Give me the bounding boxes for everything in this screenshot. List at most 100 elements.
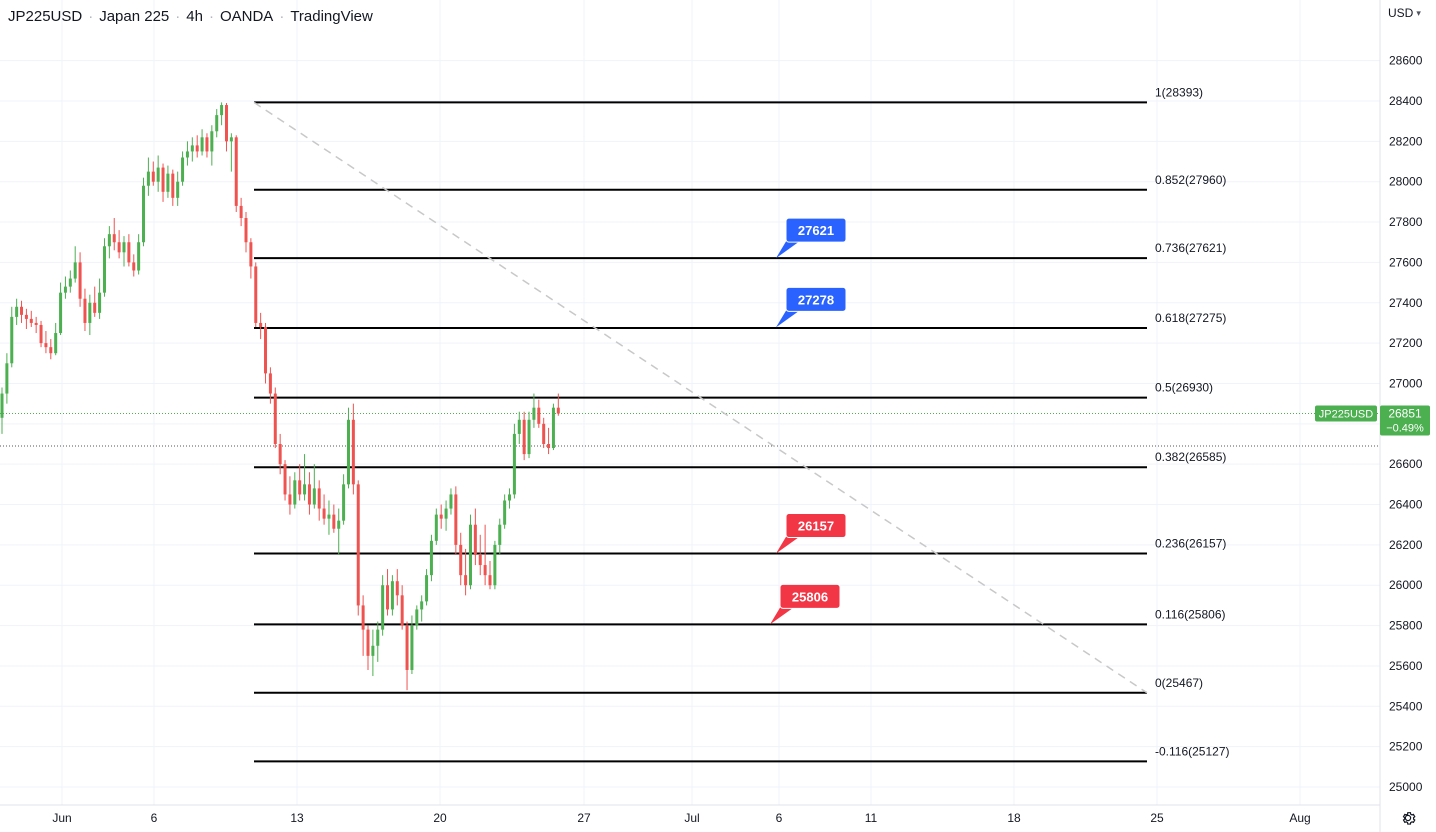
candle-body [498, 524, 502, 545]
candle [356, 480, 360, 616]
symbol-code[interactable]: JP225USD [8, 8, 83, 25]
price-tick-label: 26200 [1389, 538, 1423, 552]
candle [63, 276, 67, 299]
candle-body [429, 540, 433, 576]
candle-body [5, 363, 9, 394]
candle-body [547, 444, 551, 449]
candle [371, 629, 375, 677]
price-tag-change: −0.49% [1386, 423, 1424, 435]
candle [185, 141, 189, 166]
candle [395, 569, 399, 606]
separator-dot: · [175, 8, 181, 25]
candle-body [181, 157, 185, 182]
candle-body [454, 494, 458, 545]
candle [327, 500, 331, 535]
candle [156, 155, 160, 192]
candle-body [176, 181, 180, 198]
candle [444, 500, 448, 531]
separator-dot: · [208, 8, 214, 25]
candle [34, 316, 38, 334]
candle-body [537, 407, 541, 424]
candle-body [395, 581, 399, 596]
candle [107, 226, 111, 259]
candle [239, 197, 243, 227]
candle-body [278, 444, 282, 465]
candle-body [293, 480, 297, 505]
interval-label[interactable]: 4h [186, 8, 203, 25]
candle [415, 605, 419, 630]
candle [556, 393, 560, 416]
candle-body [127, 242, 131, 263]
candle [425, 569, 429, 606]
time-tick-label: Jul [684, 811, 699, 825]
candle [322, 494, 326, 525]
candle-body [468, 524, 472, 586]
callout-label: 25806 [792, 589, 828, 604]
candle [20, 300, 24, 323]
candle-body [503, 500, 507, 525]
candle [166, 165, 170, 198]
candle-body [508, 494, 512, 501]
candle [268, 367, 272, 404]
candle-body [361, 605, 365, 630]
candle-body [171, 173, 175, 198]
candle-body [151, 171, 155, 182]
candle [5, 353, 9, 404]
candle-body [425, 575, 429, 602]
candle [547, 427, 551, 455]
candle-body [83, 298, 87, 323]
price-tick-label: 25400 [1389, 699, 1423, 713]
candle [468, 514, 472, 590]
candle-body [434, 514, 438, 541]
candle [473, 508, 477, 566]
candle [303, 454, 307, 501]
price-tick-label: 27400 [1389, 296, 1423, 310]
candle [508, 488, 512, 509]
platform-label: TradingView [290, 8, 373, 25]
symbol-tag-label: JP225USD [1319, 409, 1373, 421]
candle [361, 595, 365, 656]
currency-label: USD [1388, 6, 1414, 20]
candle-body [34, 322, 38, 325]
candle [68, 270, 72, 293]
candle-body [239, 205, 243, 219]
candle-body [342, 484, 346, 521]
candle [112, 218, 116, 251]
candle-body [366, 629, 370, 656]
price-tick-label: 26600 [1389, 457, 1423, 471]
price-callout: 27621 [776, 217, 847, 259]
candle [405, 621, 409, 691]
candle [459, 532, 463, 586]
candle-body [332, 514, 336, 529]
price-callout: 26157 [776, 513, 847, 554]
separator-dot: · [279, 8, 285, 25]
price-tick-label: 25000 [1389, 780, 1423, 794]
candle [137, 234, 141, 275]
candle [29, 310, 33, 327]
candle-body [542, 423, 546, 444]
separator-dot: · [88, 8, 94, 25]
price-tick-label: 28200 [1389, 134, 1423, 148]
callout-box [785, 217, 847, 243]
trend-line [253, 101, 1148, 694]
candle [400, 585, 404, 630]
time-tick-label: 18 [1007, 811, 1021, 825]
candle [205, 133, 209, 158]
candle [317, 480, 321, 521]
candle-body [346, 419, 350, 485]
candle-body [527, 419, 531, 455]
candle-body [303, 484, 307, 495]
gear-icon[interactable] [1398, 808, 1418, 828]
candle [161, 163, 165, 202]
candle [342, 474, 346, 525]
candle-body [15, 306, 19, 317]
price-axis: 28600 28400 28200 28000 27800 27600 27400 27200… [1389, 54, 1423, 794]
callout-label: 26157 [798, 519, 834, 534]
candle [454, 486, 458, 555]
candle [59, 282, 63, 336]
candle-body [166, 173, 170, 192]
candle-body [146, 171, 150, 186]
currency-selector[interactable]: USD ▾ [1388, 6, 1421, 20]
price-tick-label: 25200 [1389, 740, 1423, 754]
